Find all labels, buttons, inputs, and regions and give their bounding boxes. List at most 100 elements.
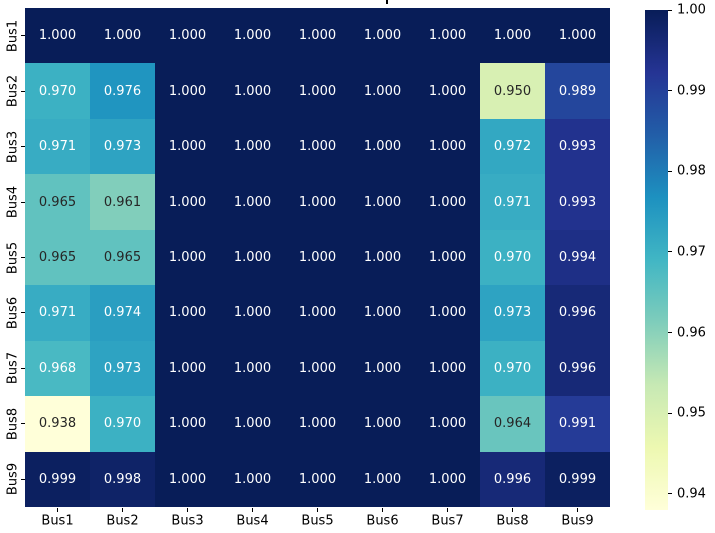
heatmap-cell: 0.971 [480,174,545,230]
heatmap-cell: 1.000 [220,229,285,286]
heatmap-cell: 1.000 [155,340,220,397]
heatmap-cell: 0.964 [480,396,545,452]
y-tick-label: Bus2 [5,75,21,108]
heatmap-cell: 1.000 [220,8,285,64]
heatmap-cell: 0.973 [480,285,545,341]
heatmap-cell: 1.000 [480,8,545,64]
heatmap-cell: 1.000 [220,396,285,452]
heatmap-cell: 1.000 [155,118,220,175]
y-tick-mark [21,201,25,203]
colorbar-tick-label: 0.99 [677,83,706,99]
colorbar-tick-label: 0.98 [677,163,706,179]
heatmap-cell: 1.000 [350,174,415,230]
heatmap-cell: 0.999 [545,451,610,507]
heatmap-cell: 0.965 [25,229,90,286]
x-tick-label: Bus3 [171,513,204,529]
x-tick-label: Bus9 [561,513,594,529]
heatmap-cell: 1.000 [415,340,480,397]
heatmap-cell: 1.000 [350,340,415,397]
heatmap-cell: 0.999 [25,451,90,507]
heatmap-grid: 1.000 1.000 1.000 1.000 1.000 1.000 1.000 1.000… [25,8,610,507]
heatmap-cell: 1.000 [415,174,480,230]
heatmap-cell: 0.965 [90,229,155,286]
heatmap-cell: 0.972 [480,118,545,175]
colorbar-tick-mark [668,332,672,334]
heatmap-cell: 0.996 [545,285,610,341]
y-tick-label: Bus3 [5,130,21,163]
heatmap-cell: 1.000 [155,451,220,507]
heatmap-cell: 1.000 [220,118,285,175]
heatmap-cell: 1.000 [285,451,350,507]
heatmap-cell: 0.971 [25,118,90,175]
heatmap-cell: 1.000 [350,451,415,507]
y-tick-mark [21,423,25,425]
heatmap-cell: 0.965 [25,174,90,230]
heatmap-cell: 0.994 [545,229,610,286]
heatmap-cell: 1.000 [285,8,350,64]
x-tick-label: Bus7 [431,513,464,529]
heatmap-cell: 1.000 [155,174,220,230]
x-tick-mark [447,508,448,512]
heatmap-cell: 1.000 [285,63,350,119]
x-tick-label: Bus8 [496,513,529,529]
y-tick-label: Bus6 [5,296,21,330]
heatmap-cell: 0.993 [545,118,610,175]
heatmap-cell: 0.973 [90,118,155,175]
colorbar-tick-label: 1.00 [677,2,706,18]
heatmap-cell: 0.970 [480,340,545,397]
colorbar-tick-mark [668,170,672,172]
heatmap-cell: 0.998 [90,451,155,507]
x-tick-mark [187,508,188,512]
heatmap-cell: 0.996 [545,340,610,397]
heatmap-cell: 1.000 [415,63,480,119]
heatmap-cell: 1.000 [350,229,415,286]
heatmap-cell: 0.970 [90,396,155,452]
heatmap-cell: 0.968 [25,340,90,397]
y-tick-label: Bus7 [5,352,21,385]
x-tick-mark [577,508,578,512]
heatmap-cell: 0.989 [545,63,610,119]
heatmap-cell: 1.000 [350,8,415,64]
heatmap-cell: 1.000 [155,8,220,64]
heatmap-cell: 1.000 [220,285,285,341]
y-tick-mark [21,367,25,369]
y-tick-mark [21,146,25,148]
colorbar-tick-label: 0.94 [677,486,706,502]
colorbar-tick-label: 0.96 [677,325,706,341]
heatmap-cell: 0.996 [480,451,545,507]
heatmap-cell: 1.000 [155,63,220,119]
x-tick-mark [57,508,58,512]
x-tick-label: Bus6 [366,513,399,529]
y-tick-label: Bus4 [5,185,21,219]
heatmap-cell: 1.000 [285,396,350,452]
x-tick-label: Bus2 [106,513,139,529]
y-tick-mark [21,257,25,258]
heatmap-cell: 1.000 [415,118,480,175]
heatmap-cell: 1.000 [415,229,480,286]
y-tick-label: Bus8 [5,407,21,440]
colorbar-tick-mark [668,90,672,92]
y-tick-mark [21,312,25,314]
heatmap-cell: 0.976 [90,63,155,119]
x-tick-mark [512,508,513,512]
x-tick-mark [317,508,318,512]
heatmap-cell: 1.000 [415,396,480,452]
heatmap-cell: 1.000 [285,285,350,341]
heatmap-cell: 0.974 [90,285,155,341]
heatmap-cell: 1.000 [415,451,480,507]
y-tick-label: Bus1 [5,19,21,52]
y-tick-mark [21,478,25,480]
heatmap-cell: 1.000 [415,285,480,341]
colorbar-tick-mark [668,412,672,414]
heatmap-cell: 0.970 [480,229,545,286]
clipped-title-fragment [386,0,388,4]
heatmap-cell: 1.000 [415,8,480,64]
heatmap-cell: 1.000 [350,118,415,175]
x-tick-mark [252,508,253,512]
y-tick-mark [21,90,25,92]
heatmap-cell: 1.000 [285,118,350,175]
colorbar-tick-label: 0.97 [677,244,706,260]
colorbar [645,10,668,510]
colorbar-tick-mark [668,251,672,253]
